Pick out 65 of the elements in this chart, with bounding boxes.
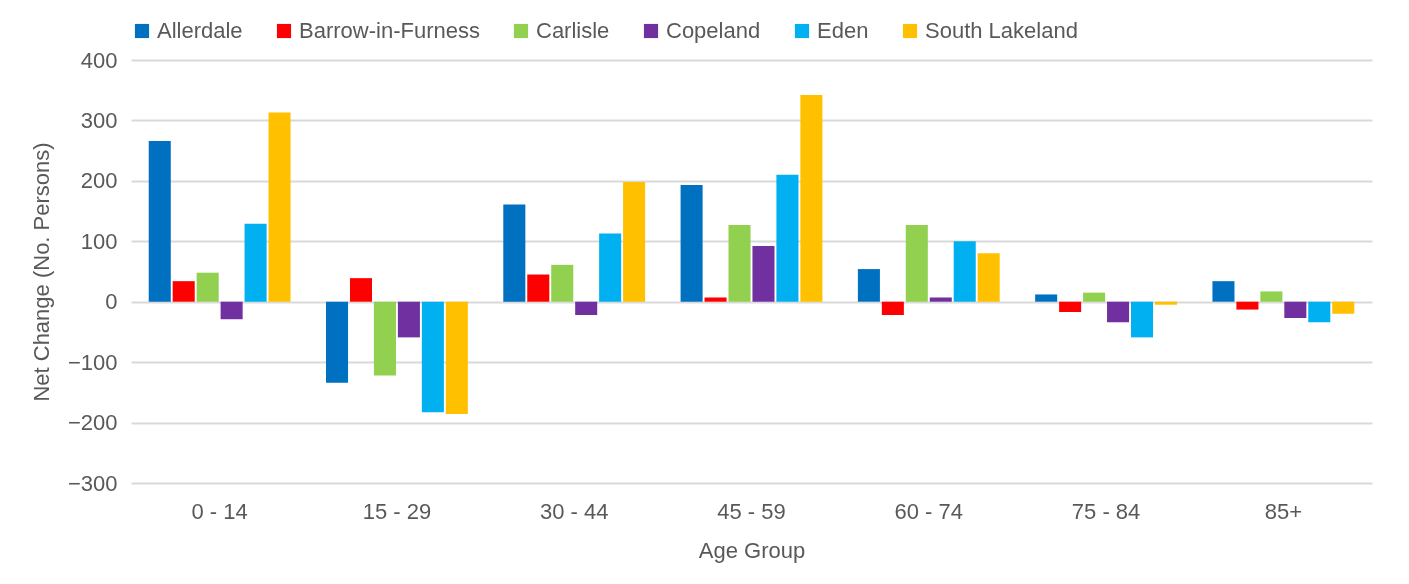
bar (1154, 301, 1177, 305)
bar (1035, 294, 1058, 302)
legend-label: South Lakeland (925, 18, 1078, 43)
x-tick-label: 45 - 59 (717, 498, 786, 524)
bar (220, 301, 243, 320)
bar (575, 301, 598, 316)
bar (680, 185, 703, 302)
bar (373, 301, 396, 376)
bar (1332, 301, 1355, 314)
bar (421, 301, 444, 413)
bar (1083, 292, 1106, 302)
bar (623, 182, 646, 302)
bar (148, 140, 171, 302)
x-tick-label: 60 - 74 (894, 498, 964, 524)
x-tick-label: 0 - 14 (191, 498, 248, 524)
bar (1059, 301, 1082, 312)
bar (953, 241, 976, 302)
y-tick-label: −100 (67, 349, 118, 375)
bar (1308, 301, 1331, 323)
legend-label: Carlisle (536, 18, 610, 43)
legend-label: Allerdale (157, 18, 243, 43)
bar (905, 224, 928, 302)
y-tick-label: 400 (80, 47, 118, 73)
bar (1107, 301, 1130, 323)
bar (503, 204, 526, 302)
bar (704, 297, 727, 302)
legend-label: Barrow-in-Furness (299, 18, 480, 43)
bar (349, 278, 373, 302)
bar (1284, 301, 1307, 319)
x-tick-label: 30 - 44 (539, 498, 609, 524)
bar (977, 253, 1000, 302)
bar (397, 301, 420, 338)
bar (268, 112, 291, 302)
bar (1130, 301, 1154, 338)
bar (881, 301, 904, 316)
bar (599, 233, 622, 302)
y-tick-label: 100 (80, 228, 118, 254)
y-tick-label: 300 (80, 107, 118, 133)
bar (1212, 281, 1235, 302)
bar (752, 246, 775, 302)
x-tick-label: 85+ (1264, 498, 1303, 524)
bar (445, 301, 468, 415)
legend-label: Eden (817, 18, 869, 43)
bar (857, 269, 880, 302)
y-tick-label: 0 (105, 289, 118, 315)
bar (196, 272, 219, 302)
x-tick-label: 15 - 29 (362, 498, 432, 524)
y-tick-label: −300 (67, 470, 118, 496)
legend-label: Copeland (666, 18, 761, 43)
bar (527, 274, 550, 302)
bar (1236, 301, 1259, 310)
bar (326, 301, 349, 383)
bar (551, 264, 574, 302)
y-tick-label: 200 (80, 168, 118, 194)
y-tick-label: −200 (67, 410, 118, 436)
bar (929, 297, 952, 302)
y-axis-title: Net Change (No. Persons) (28, 142, 54, 402)
bar (728, 224, 751, 302)
x-axis-title: Age Group (698, 537, 806, 563)
bar (244, 223, 267, 302)
x-tick-label: 75 - 84 (1071, 498, 1141, 524)
bar (800, 95, 823, 302)
bar (172, 281, 195, 302)
bar (1260, 291, 1283, 302)
bar (776, 174, 799, 302)
